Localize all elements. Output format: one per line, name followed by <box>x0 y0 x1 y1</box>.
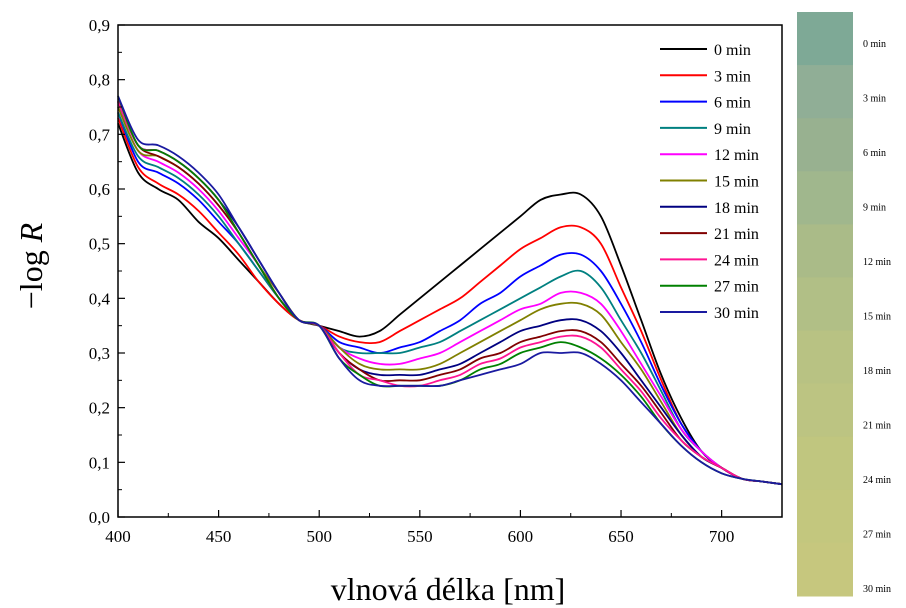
y-axis-title-prefix: −log <box>13 242 49 309</box>
legend-label: 12 min <box>714 147 759 164</box>
y-axis-title: −log R <box>13 222 49 309</box>
color-swatch <box>797 118 853 172</box>
series-line-6-min <box>117 112 783 486</box>
legend-label: 18 min <box>714 200 759 217</box>
color-swatch-label: 12 min <box>863 257 891 268</box>
x-tick-label: 450 <box>206 527 232 546</box>
y-tick-label: 0,4 <box>89 289 111 308</box>
plot-frame <box>117 24 783 518</box>
color-swatch-label: 3 min <box>863 94 886 105</box>
color-swatch-label: 30 min <box>863 584 891 595</box>
color-swatch <box>797 224 853 278</box>
y-tick-label: 0,8 <box>89 71 110 90</box>
color-swatch-label: 9 min <box>863 203 886 214</box>
series-line-21-min <box>117 101 783 486</box>
legend-label: 6 min <box>714 95 751 112</box>
color-swatch-label: 15 min <box>863 312 891 323</box>
series-line-18-min <box>117 101 783 486</box>
color-strip: 0 min 3 min 6 min 9 min 12 min 15 min 18 min 21… <box>797 12 891 597</box>
x-axis-title: vlnová délka [nm] <box>331 571 566 607</box>
color-swatch-label: 24 min <box>863 475 891 486</box>
series-line-12-min <box>117 106 783 486</box>
legend: 0 min 3 min 6 min 9 min 12 min 15 min 18 min 21… <box>660 42 759 322</box>
legend-label: 30 min <box>714 305 759 322</box>
y-tick-label: 0,6 <box>89 180 110 199</box>
y-tick-label: 0,7 <box>89 125 111 144</box>
x-tick-label: 500 <box>306 527 332 546</box>
color-swatch <box>797 330 853 385</box>
color-swatch-label: 6 min <box>863 148 886 159</box>
x-tick-label: 700 <box>709 527 735 546</box>
color-swatch <box>797 542 853 597</box>
y-tick-label: 0,5 <box>89 235 110 254</box>
legend-label: 9 min <box>714 121 751 138</box>
legend-label: 3 min <box>714 68 751 85</box>
y-axis-title-variable: R <box>13 222 49 243</box>
series-line-15-min <box>117 106 783 486</box>
y-tick-label: 0,0 <box>89 508 110 527</box>
x-tick-label: 600 <box>508 527 534 546</box>
color-swatch <box>797 383 853 438</box>
spectra-curves <box>117 95 783 486</box>
color-swatch <box>797 277 853 332</box>
y-tick-label: 0,1 <box>89 453 110 472</box>
x-tick-label: 550 <box>407 527 433 546</box>
legend-label: 15 min <box>714 174 759 191</box>
color-swatch-label: 0 min <box>863 39 886 50</box>
color-swatch <box>797 65 853 119</box>
y-tick-label: 0,3 <box>89 344 110 363</box>
y-tick-label: 0,2 <box>89 399 110 418</box>
legend-label: 27 min <box>714 279 759 296</box>
series-line-9-min <box>117 112 783 486</box>
color-swatch <box>797 171 853 225</box>
legend-label: 21 min <box>714 226 759 243</box>
x-tick-label: 400 <box>105 527 131 546</box>
x-tick-label: 650 <box>608 527 634 546</box>
series-line-0-min <box>117 123 783 486</box>
color-swatch <box>797 436 853 491</box>
y-axis: 0,0 0,1 0,2 0,3 0,4 0,5 0,6 0,7 0,8 0,9 <box>89 16 125 527</box>
color-swatch-label: 27 min <box>863 530 891 541</box>
color-swatch-label: 21 min <box>863 421 891 432</box>
series-line-30-min <box>117 95 783 486</box>
y-tick-label: 0,9 <box>89 16 110 35</box>
legend-label: 0 min <box>714 42 751 59</box>
color-swatch-label: 18 min <box>863 366 891 377</box>
color-swatch <box>797 489 853 544</box>
x-axis: 400 450 500 550 600 650 700 <box>105 510 734 546</box>
legend-label: 24 min <box>714 252 759 269</box>
series-line-3-min <box>117 117 783 486</box>
color-swatch <box>797 12 853 66</box>
